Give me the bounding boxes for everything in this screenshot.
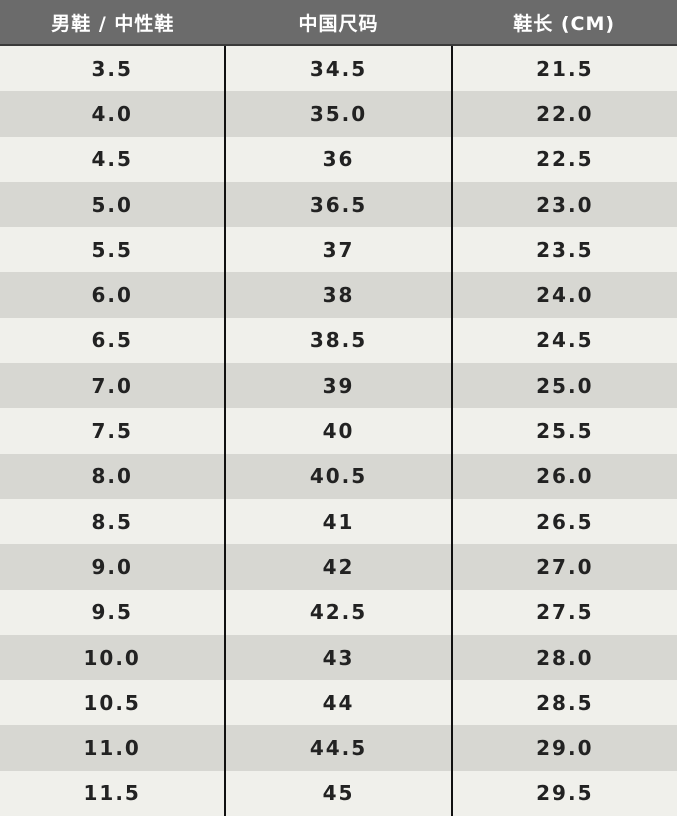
table-cell: 22.0	[450, 91, 677, 137]
table-cell: 36	[224, 136, 450, 182]
table-cell: 39	[224, 363, 450, 409]
table-row: 9.5 42.5 27.5	[0, 589, 677, 635]
table-cell: 3.5	[91, 56, 133, 81]
table-cell: 9.0	[91, 554, 133, 579]
table-cell: 7.0	[91, 373, 133, 398]
table-cell: 8.0	[91, 464, 133, 489]
table-cell: 25.5	[450, 408, 677, 454]
table-cell: 5.0	[91, 192, 133, 217]
table-cell: 40	[224, 408, 450, 454]
table-cell: 4.5	[91, 147, 133, 172]
table-row: 10.0 43 28.0	[0, 634, 677, 681]
table-cell: 26.0	[450, 453, 677, 499]
table-cell: 41	[224, 498, 450, 545]
table-row: 7.0 39 25.0	[0, 363, 677, 409]
table-cell: 29.0	[450, 725, 677, 771]
table-cell: 25.0	[450, 363, 677, 409]
table-cell: 22.5	[450, 136, 677, 182]
table-cell: 42	[224, 544, 450, 590]
table-cell: 10.5	[83, 690, 141, 715]
table-cell: 29.5	[450, 770, 677, 816]
table-cell: 44	[224, 680, 450, 726]
table-cell: 34.5	[224, 46, 450, 92]
table-cell: 35.0	[224, 91, 450, 137]
table-cell: 6.0	[91, 283, 133, 308]
table-row: 6.5 38.5 24.5	[0, 317, 677, 364]
table-row: 10.5 44 28.5	[0, 680, 677, 726]
table-cell: 24.5	[450, 317, 677, 364]
table-row: 4.0 35.0 22.0	[0, 91, 677, 137]
table-cell: 23.5	[450, 227, 677, 273]
table-cell: 40.5	[224, 453, 450, 499]
table-row: 9.0 42 27.0	[0, 544, 677, 590]
table-cell: 4.0	[91, 101, 133, 126]
table-cell: 11.0	[83, 736, 141, 761]
table-cell: 6.5	[91, 328, 133, 353]
table-cell: 8.5	[91, 509, 133, 534]
table-row: 5.0 36.5 23.0	[0, 181, 677, 228]
table-cell: 28.5	[450, 680, 677, 726]
table-row: 11.0 44.5 29.0	[0, 725, 677, 771]
table-cell: 36.5	[224, 181, 450, 228]
table-cell: 23.0	[450, 181, 677, 228]
table-cell: 44.5	[224, 725, 450, 771]
table-cell: 37	[224, 227, 450, 273]
table-cell: 45	[224, 770, 450, 816]
table-cell: 21.5	[450, 46, 677, 92]
table-cell: 7.5	[91, 419, 133, 444]
table-cell: 5.5	[91, 237, 133, 262]
table-row: 4.5 36 22.5	[0, 136, 677, 182]
header-cell: 中国尺码	[298, 12, 379, 35]
table-cell: 43	[224, 634, 450, 681]
table-row: 11.5 45 29.5	[0, 770, 677, 816]
header-cell: 男鞋 / 中性鞋	[51, 12, 175, 35]
table-row: 8.0 40.5 26.0	[0, 453, 677, 499]
table-cell: 42.5	[224, 589, 450, 635]
header-row: 男鞋 / 中性鞋 中国尺码 鞋长 (CM)	[0, 0, 677, 46]
table-cell: 27.5	[450, 589, 677, 635]
table-cell: 38.5	[224, 317, 450, 364]
table-cell: 28.0	[450, 634, 677, 681]
table-cell: 11.5	[83, 781, 141, 806]
table-row: 5.5 37 23.5	[0, 227, 677, 273]
table-cell: 27.0	[450, 544, 677, 590]
table-cell: 24.0	[450, 272, 677, 318]
table-row: 3.5 34.5 21.5	[0, 46, 677, 92]
table-cell: 10.0	[83, 645, 141, 670]
table-row: 8.5 41 26.5	[0, 498, 677, 545]
table-row: 6.0 38 24.0	[0, 272, 677, 318]
header-cell: 鞋长 (CM)	[513, 12, 616, 35]
table-row: 7.5 40 25.5	[0, 408, 677, 454]
table-cell: 26.5	[450, 498, 677, 545]
table-cell: 9.5	[91, 600, 133, 625]
table-cell: 38	[224, 272, 450, 318]
